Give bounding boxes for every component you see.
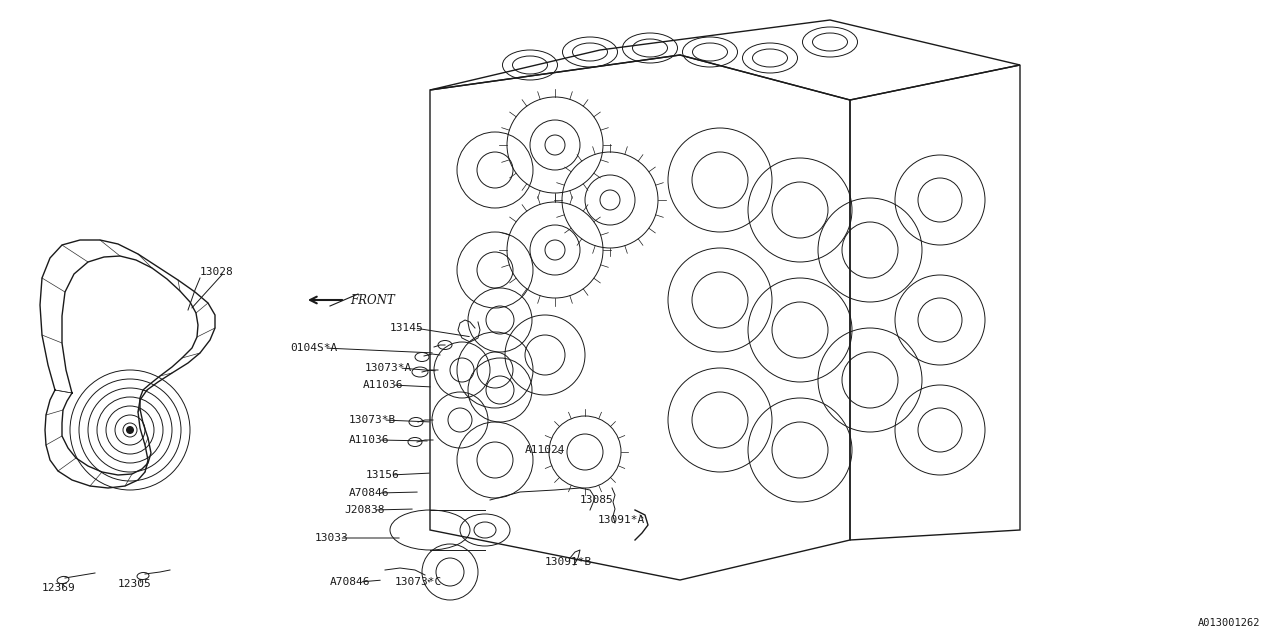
Circle shape (123, 423, 137, 437)
Text: A11024: A11024 (525, 445, 566, 455)
Text: A70846: A70846 (330, 577, 370, 587)
Text: 13073*A: 13073*A (365, 363, 412, 373)
Text: 13091*A: 13091*A (598, 515, 645, 525)
Text: 13145: 13145 (390, 323, 424, 333)
Text: 12369: 12369 (42, 583, 76, 593)
Text: 13073*B: 13073*B (349, 415, 397, 425)
Text: A013001262: A013001262 (1198, 618, 1260, 628)
Text: FRONT: FRONT (349, 294, 394, 307)
Text: 13156: 13156 (366, 470, 399, 480)
Text: 13073*C: 13073*C (396, 577, 443, 587)
Text: A11036: A11036 (349, 435, 389, 445)
Text: A70846: A70846 (349, 488, 389, 498)
Text: 12305: 12305 (118, 579, 152, 589)
Circle shape (125, 426, 134, 434)
Text: J20838: J20838 (344, 505, 384, 515)
Text: 13085: 13085 (580, 495, 613, 505)
Text: 13091*B: 13091*B (545, 557, 593, 567)
Text: 13033: 13033 (315, 533, 348, 543)
Text: A11036: A11036 (364, 380, 403, 390)
Text: 0104S*A: 0104S*A (291, 343, 337, 353)
Text: 13028: 13028 (200, 267, 234, 277)
